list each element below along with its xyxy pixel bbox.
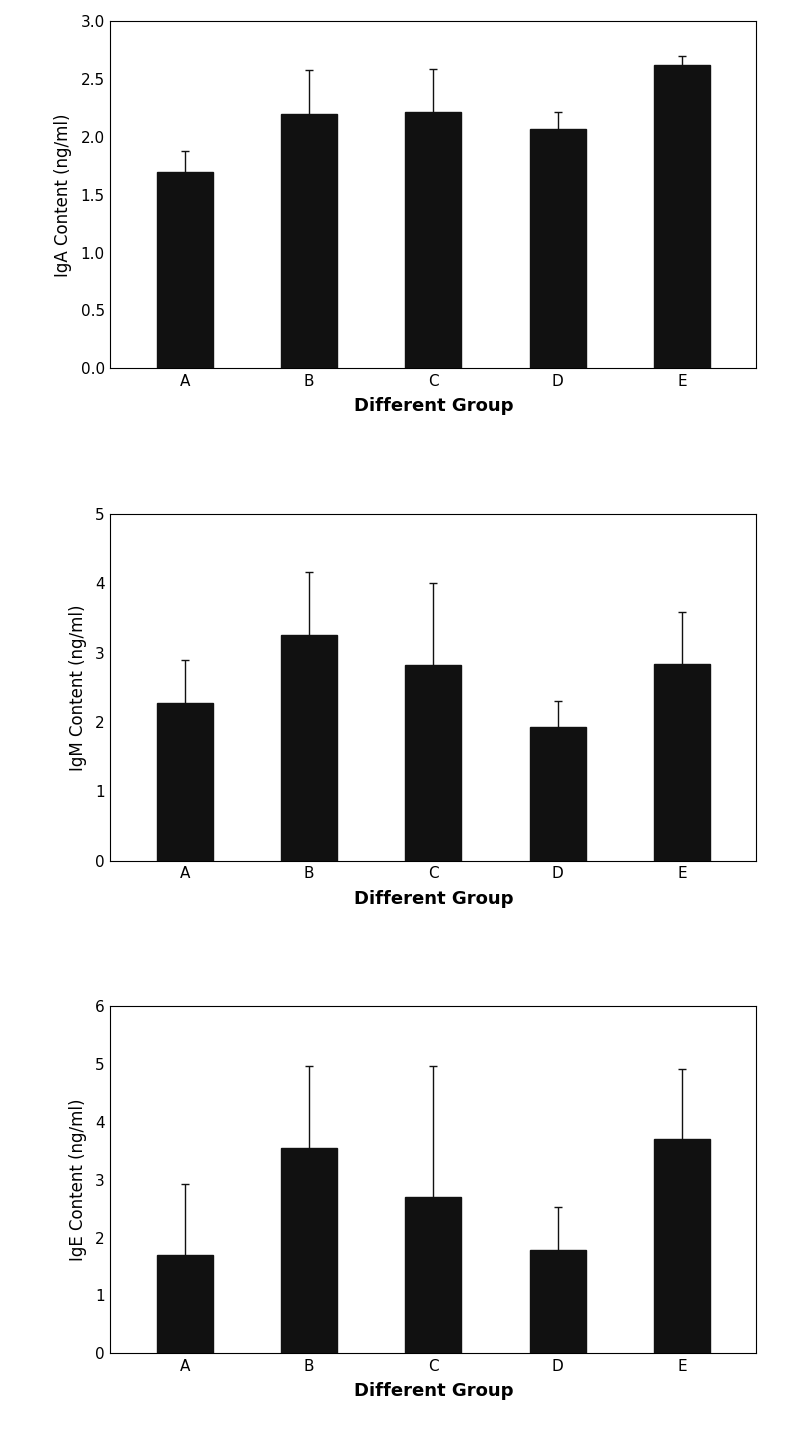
Bar xyxy=(157,703,213,861)
Bar xyxy=(530,1250,585,1353)
Y-axis label: IgM Content (ng/ml): IgM Content (ng/ml) xyxy=(69,604,87,770)
X-axis label: Different Group: Different Group xyxy=(354,397,513,415)
Bar xyxy=(281,636,337,861)
Bar xyxy=(406,112,461,368)
Bar xyxy=(654,66,710,368)
Bar xyxy=(654,1140,710,1353)
Bar xyxy=(281,1148,337,1353)
Bar xyxy=(406,1197,461,1353)
Y-axis label: IgA Content (ng/ml): IgA Content (ng/ml) xyxy=(54,113,72,276)
Bar xyxy=(157,1254,213,1353)
Bar xyxy=(406,664,461,861)
X-axis label: Different Group: Different Group xyxy=(354,1382,513,1400)
X-axis label: Different Group: Different Group xyxy=(354,889,513,908)
Bar xyxy=(530,727,585,861)
Y-axis label: IgE Content (ng/ml): IgE Content (ng/ml) xyxy=(69,1098,87,1262)
Bar xyxy=(157,172,213,368)
Bar xyxy=(530,129,585,368)
Bar xyxy=(281,115,337,368)
Bar xyxy=(654,664,710,861)
